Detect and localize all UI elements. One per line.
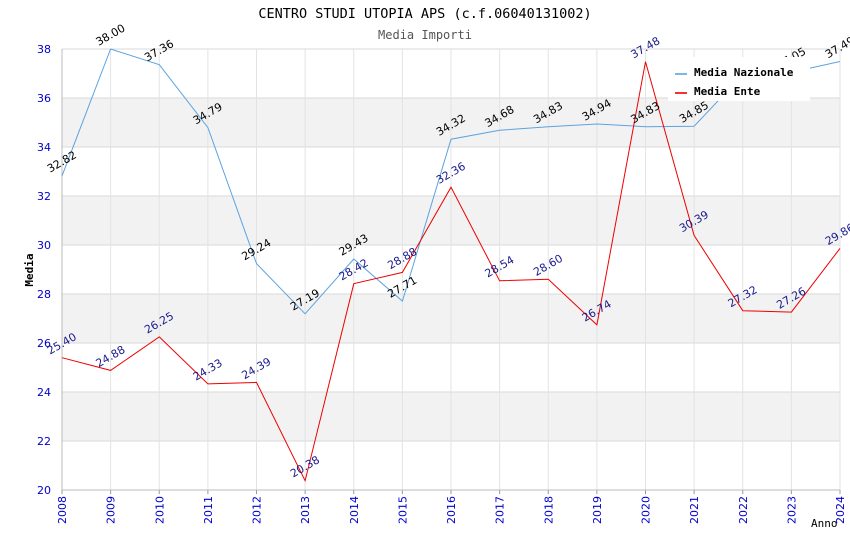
chart-title: CENTRO STUDI UTOPIA APS (c.f.06040131002… [258,6,591,22]
y-tick-label: 32 [37,190,51,203]
y-tick-label: 22 [37,435,51,448]
legend-label: Media Nazionale [694,66,794,79]
series-lines [61,48,841,483]
y-tick-label: 38 [37,43,51,56]
x-tick-label: 2008 [56,496,69,524]
x-tick-label: 2012 [251,496,264,524]
x-tick-label: 2010 [153,496,166,524]
y-tick-label: 36 [37,92,51,105]
x-tick-label: 2014 [348,496,361,524]
y-tick-label: 30 [37,239,51,252]
x-tick-label: 2022 [737,496,750,524]
x-tick-label: 2019 [591,496,604,524]
legend-box [668,57,810,101]
y-tick-label: 24 [37,386,51,399]
y-tick-label: 28 [37,288,51,301]
data-label-nazionale: 37.49 [823,34,850,61]
x-tick-label: 2009 [105,496,118,524]
x-tick-label: 2011 [202,496,215,524]
x-tick-label: 2024 [834,496,847,524]
y-tick-label: 34 [37,141,51,154]
chart-subtitle: Media Importi [378,28,472,42]
x-tick-label: 2015 [396,496,409,524]
y-axis-label: Media [23,253,36,286]
legend: Media Nazionale Media Ente [668,57,810,101]
data-label-nazionale: 38.00 [94,22,128,49]
y-tick-label: 20 [37,484,51,497]
x-tick-label: 2013 [299,496,312,524]
x-tick-label: 2020 [640,496,653,524]
x-axis-label: Anno [811,517,838,530]
legend-label: Media Ente [694,85,761,98]
x-tick-label: 2023 [785,496,798,524]
series-line-media-nazionale [61,48,841,315]
x-tick-label: 2016 [445,496,458,524]
x-tick-label: 2018 [542,496,555,524]
x-tick-label: 2017 [494,496,507,524]
series-line-media-ente [61,61,841,483]
x-tick-label: 2021 [688,496,701,524]
y-tick-label: 26 [37,337,51,350]
